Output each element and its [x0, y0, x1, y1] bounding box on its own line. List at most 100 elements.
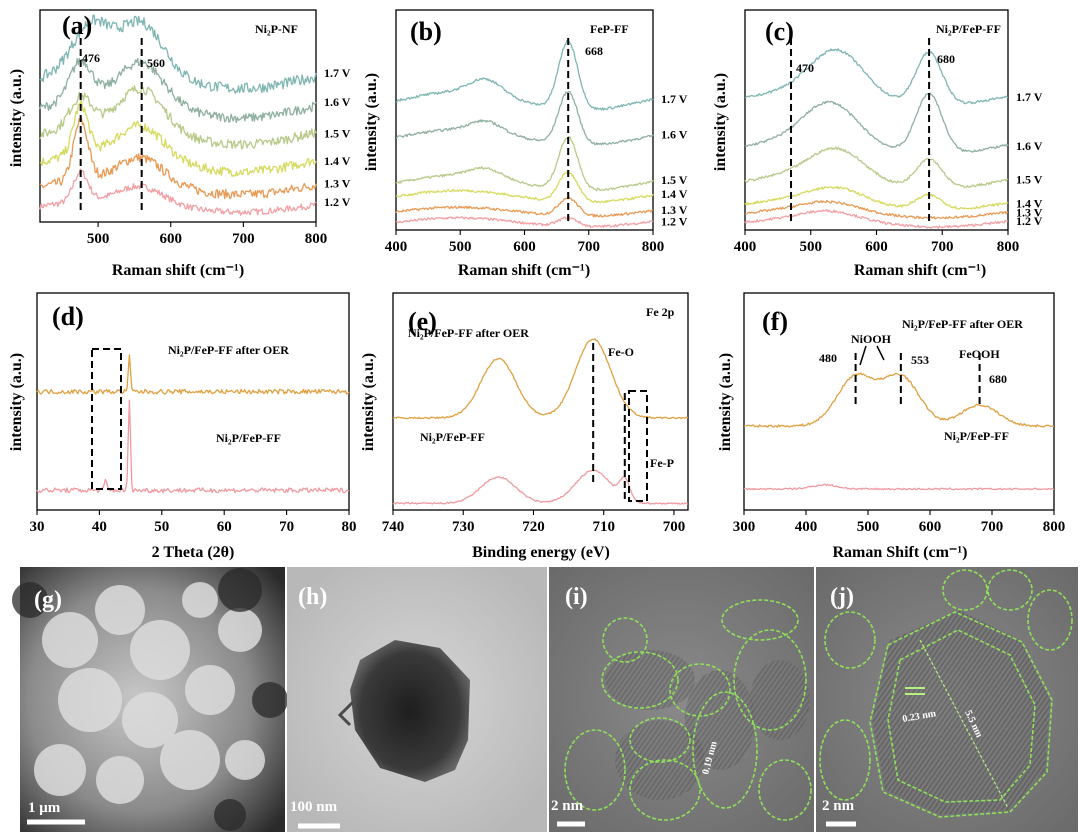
- x-axis-title: Raman shift (cm⁻¹): [112, 262, 244, 279]
- x-tick-label: 720: [522, 519, 545, 535]
- y-axis-title: intensity (a.u.): [717, 353, 734, 451]
- panel-title: Ni₂P/FeP-FF: [936, 22, 1001, 36]
- x-tick-label: 740: [382, 519, 405, 535]
- series-line: [744, 199, 1009, 220]
- peak-label-476: 476: [82, 51, 100, 65]
- panel-c: 400 500 600 700 800 1.2 V1.3 V1.4 V 1.5 V 1.6 V…: [712, 9, 1043, 279]
- x-tick-label: 730: [452, 519, 475, 535]
- x-tick-label: 80: [342, 519, 357, 535]
- image-letter: (g): [34, 587, 62, 613]
- plot-c: 400 500 600 700 800 1.2 V1.3 V1.4 V 1.5 V 1.6 V…: [734, 9, 1043, 255]
- x-tick-label: 40: [92, 519, 107, 535]
- x-tick-label: 700: [578, 239, 601, 255]
- x-tick-label: 800: [305, 231, 328, 247]
- scale-label: 1 μm: [28, 800, 61, 816]
- x-axis-title: 2 Theta (2θ): [152, 544, 235, 561]
- series-line: [395, 135, 654, 192]
- panel-letter: (b): [410, 17, 442, 46]
- x-tick-label: 400: [795, 519, 818, 535]
- image-letter: (h): [298, 584, 327, 610]
- x-tick-label: 700: [663, 519, 686, 535]
- plot-b: 400 500 600 700 800 1.2 V1.3 V 1.4 V1.5 V 1.6 V…: [385, 9, 688, 255]
- series-label-after: Ni₂P/FeP-FF after OER: [902, 317, 1023, 331]
- x-tick-label: 710: [592, 519, 615, 535]
- peak-label-560: 560: [147, 56, 165, 70]
- voltage-label: 1.7 V: [661, 92, 688, 106]
- series-line: [395, 170, 654, 204]
- image-letter: (i): [565, 584, 588, 610]
- voltage-label: 1.5 V: [661, 173, 688, 187]
- series-line: [395, 196, 654, 218]
- image-letter: (j): [830, 584, 854, 610]
- peak-label-553: 553: [911, 353, 929, 367]
- plot-frame: [36, 292, 350, 511]
- voltage-label: 1.2 V: [1016, 214, 1043, 228]
- x-axis-title: Raman shift (cm⁻¹): [854, 262, 986, 279]
- panel-letter: (d): [52, 302, 84, 331]
- series-line: [744, 146, 1009, 189]
- x-tick-label: 500: [800, 239, 823, 255]
- peak-label-470: 470: [796, 61, 814, 75]
- voltage-label: 1.3 V: [1016, 206, 1043, 220]
- panel-letter: (a): [62, 11, 92, 40]
- x-tick-label: 30: [30, 519, 45, 535]
- x-tick-label: 500: [449, 239, 472, 255]
- scale-label: 2 nm: [551, 798, 584, 814]
- plot-frame: [743, 292, 1055, 511]
- x-axis-title: Raman shift (cm⁻¹): [458, 262, 590, 279]
- plot-e: 740 730 720 710 700: [382, 292, 689, 535]
- voltage-label: 1.6 V: [1016, 139, 1043, 153]
- series-line: [39, 57, 317, 124]
- series-label-after: Ni₂P/FeP-FF after OER: [408, 326, 529, 340]
- voltage-label: 1.3 V: [661, 203, 688, 217]
- series-line: [395, 39, 654, 111]
- voltage-label: 1.4 V: [1016, 196, 1043, 210]
- y-axis-title: intensity (a.u.): [712, 73, 729, 171]
- series-line: [392, 338, 689, 420]
- series-line: [744, 372, 1055, 428]
- series-line: [39, 85, 317, 150]
- highlight-box: [91, 348, 122, 490]
- x-tick-label: 800: [997, 239, 1020, 255]
- peak-label-fep: Fe-P: [650, 456, 674, 470]
- x-tick-label: 500: [87, 231, 110, 247]
- diameter-line: [919, 639, 1009, 809]
- x-axis-title: Raman Shift (cm⁻¹): [832, 544, 967, 561]
- x-tick-label: 300: [733, 519, 756, 535]
- series-label-before: Ni₂P/FeP-FF: [420, 430, 485, 444]
- series-line: [744, 185, 1009, 210]
- x-tick-label: 700: [931, 239, 954, 255]
- x-tick-label: 700: [232, 231, 255, 247]
- voltage-label: 1.2 V: [661, 215, 688, 229]
- panel-letter: (c): [765, 17, 794, 46]
- series-label-before: Ni₂P/FeP-FF: [944, 429, 1009, 443]
- voltage-label: 1.5 V: [1016, 173, 1043, 187]
- series-line: [39, 168, 317, 216]
- series-line: [395, 216, 654, 228]
- plot-a: 500 600 700 800 1.2 V 1.3 V 1.4 V 1.5 V 1.6 V 1.7…: [39, 9, 351, 247]
- series-line: [36, 354, 350, 395]
- scale-label: 100 nm: [290, 799, 338, 815]
- niooh-label: NiOOH: [851, 332, 892, 346]
- series-label-after: Ni₂P/FeP-FF after OER: [168, 343, 289, 357]
- x-tick-label: 800: [642, 239, 665, 255]
- panel-title: Fe 2p: [646, 305, 675, 319]
- series-line: [395, 90, 654, 146]
- x-axis-title: Binding energy (eV): [472, 544, 610, 561]
- x-tick-label: 600: [865, 239, 888, 255]
- x-tick-label: 60: [217, 519, 232, 535]
- x-tick-label: 70: [279, 519, 294, 535]
- series-line: [39, 116, 317, 200]
- voltage-label: 1.5 V: [324, 126, 351, 140]
- hrtem-image-i: (i) 2 nm 0.19 nm: [549, 567, 814, 832]
- x-tick-label: 50: [154, 519, 169, 535]
- scale-label: 2 nm: [822, 798, 855, 814]
- series-line: [36, 399, 350, 494]
- panel-d: 30 40 50 60 70 80 (d) Ni₂P/FeP-FF after OER N…: [8, 292, 357, 561]
- series-line: [39, 99, 317, 178]
- y-axis-title: intensity (a.u.): [360, 353, 377, 451]
- x-tick-label: 700: [981, 519, 1004, 535]
- x-tick-label: 400: [385, 239, 408, 255]
- y-axis-title: intensity (a.u.): [8, 353, 25, 451]
